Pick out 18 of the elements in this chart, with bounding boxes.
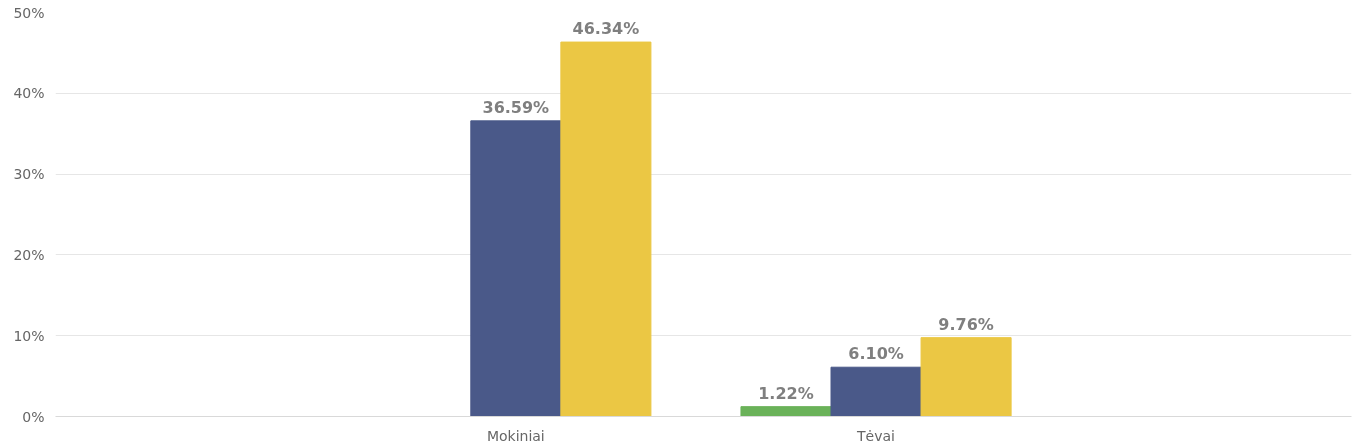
bar [560, 41, 652, 417]
x-tick-label: Mokiniai [486, 427, 545, 444]
data-label: 46.34% [572, 19, 640, 39]
data-label: 6.10% [848, 344, 904, 364]
y-tick-label: 40% [13, 85, 45, 102]
y-tick-label: 20% [13, 246, 45, 263]
x-tick-label: Tėvai [856, 427, 895, 444]
y-tick-label: 30% [13, 166, 45, 183]
data-label: 1.22% [758, 383, 814, 403]
y-tick-label: 50% [13, 4, 45, 21]
data-label: 9.76% [938, 314, 994, 334]
bar [830, 366, 922, 417]
bar [470, 120, 562, 417]
bar [740, 406, 832, 417]
y-tick-label: 10% [13, 327, 45, 344]
y-tick-label: 0% [22, 408, 45, 425]
data-label: 36.59% [482, 97, 550, 117]
bar [920, 337, 1012, 417]
